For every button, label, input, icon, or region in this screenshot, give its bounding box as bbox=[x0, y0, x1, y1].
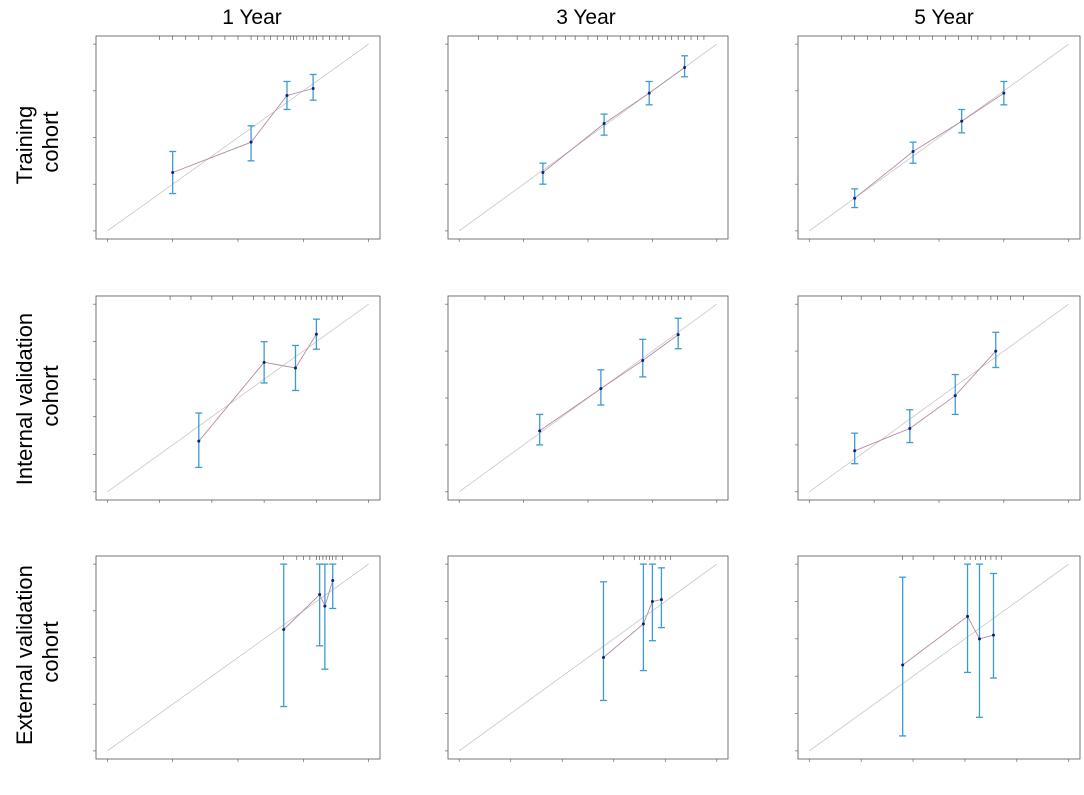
data-point bbox=[641, 358, 645, 362]
data-point bbox=[541, 171, 545, 175]
calibration-curve bbox=[198, 333, 317, 442]
ideal-line bbox=[809, 563, 1069, 752]
calibration-curve bbox=[539, 334, 679, 432]
data-point bbox=[901, 663, 905, 667]
row-titles: Training cohort Internal validation coho… bbox=[12, 100, 63, 745]
calibration-curve bbox=[902, 615, 994, 666]
data-point bbox=[683, 65, 687, 69]
data-point bbox=[991, 633, 995, 637]
data-point bbox=[599, 387, 603, 391]
panel-train-5y bbox=[795, 35, 1081, 242]
data-point bbox=[994, 349, 998, 353]
row-title-training-line2: cohort bbox=[38, 111, 63, 172]
ideal-line bbox=[809, 303, 1069, 493]
panel-internal-1y bbox=[93, 295, 381, 503]
data-point bbox=[641, 622, 645, 626]
col-title-5-year: 5 Year bbox=[914, 6, 974, 29]
data-point bbox=[262, 360, 266, 364]
ideal-line bbox=[107, 43, 369, 232]
calibration-curve bbox=[542, 67, 685, 173]
row-title-external: External validation cohort bbox=[12, 559, 63, 745]
plot-frame bbox=[447, 555, 729, 760]
data-point bbox=[602, 121, 606, 125]
ideal-line bbox=[107, 303, 369, 493]
ideal-line bbox=[809, 43, 1069, 232]
data-point bbox=[908, 426, 912, 430]
data-point bbox=[311, 86, 315, 90]
panel-train-3y bbox=[445, 35, 729, 242]
data-point bbox=[853, 196, 857, 200]
data-point bbox=[676, 333, 680, 337]
row-title-internal-line1: Internal validation bbox=[12, 313, 37, 485]
panel-external-5y bbox=[795, 555, 1081, 762]
calibration-curve bbox=[172, 88, 314, 173]
panel-external-3y bbox=[445, 555, 729, 762]
data-point bbox=[285, 93, 289, 97]
calibration-curve bbox=[854, 92, 1005, 199]
row-title-external-line1: External validation bbox=[12, 565, 37, 745]
calibration-curve bbox=[283, 580, 334, 630]
col-title-1-year: 1 Year bbox=[222, 6, 282, 29]
data-point bbox=[197, 439, 201, 443]
data-point bbox=[659, 598, 663, 602]
data-point bbox=[249, 140, 253, 144]
data-point bbox=[331, 578, 335, 582]
data-point bbox=[1002, 91, 1006, 95]
data-point bbox=[171, 171, 175, 175]
data-point bbox=[318, 592, 322, 596]
panel-internal-3y bbox=[445, 295, 729, 503]
panel-internal-5y bbox=[795, 295, 1081, 503]
panel-train-1y bbox=[93, 35, 381, 242]
row-title-internal-line2: cohort bbox=[38, 365, 63, 426]
data-point bbox=[960, 119, 964, 123]
data-point bbox=[314, 332, 318, 336]
data-point bbox=[282, 627, 286, 631]
data-point bbox=[601, 656, 605, 659]
calibration-curve bbox=[854, 350, 997, 452]
col-title-3-year: 3 Year bbox=[556, 6, 616, 29]
ideal-line bbox=[458, 563, 718, 752]
row-title-training-line1: Training bbox=[12, 106, 37, 185]
data-point bbox=[293, 366, 297, 370]
data-point bbox=[323, 604, 327, 608]
panel-external-1y bbox=[93, 555, 381, 762]
row-title-external-line2: cohort bbox=[38, 621, 63, 682]
data-point bbox=[953, 394, 957, 398]
data-point bbox=[650, 599, 654, 603]
row-title-training: Training cohort bbox=[12, 100, 63, 185]
data-point bbox=[911, 150, 915, 154]
data-point bbox=[966, 614, 970, 618]
plot-frame bbox=[797, 555, 1081, 760]
calibration-curve bbox=[603, 599, 662, 658]
data-point bbox=[853, 449, 857, 453]
column-titles: 1 Year 3 Year 5 Year bbox=[222, 6, 974, 29]
data-point bbox=[977, 637, 981, 641]
data-point bbox=[647, 91, 651, 95]
plot-frame bbox=[95, 295, 381, 501]
data-point bbox=[538, 429, 542, 433]
calibration-panels bbox=[93, 35, 1081, 762]
row-title-internal: Internal validation cohort bbox=[12, 307, 63, 486]
